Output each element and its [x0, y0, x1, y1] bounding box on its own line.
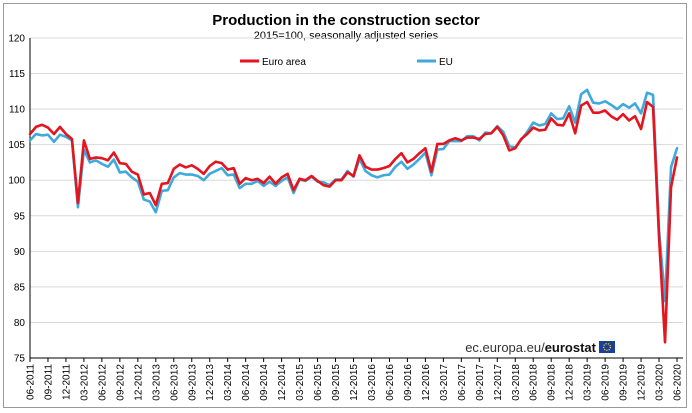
x-tick-label: 09-2018 [547, 364, 558, 401]
x-tick-label: 09-2016 [403, 364, 414, 401]
x-tick-label: 09-2012 [115, 364, 126, 401]
x-tick-label: 12-2016 [421, 364, 432, 401]
x-tick-label: 12-2012 [133, 364, 144, 401]
x-tick-label: 12-2013 [205, 364, 216, 401]
y-tick-label: 110 [9, 105, 25, 116]
x-tick-label: 09-2017 [475, 364, 486, 401]
x-tick-label: 09-2019 [619, 364, 630, 401]
chart-frame [3, 3, 687, 408]
x-tick-label: 12-2019 [637, 364, 648, 401]
legend: Euro area EU [240, 57, 453, 68]
x-tick-label: 06-2012 [97, 364, 108, 401]
x-tick-label: 03-2020 [655, 364, 666, 401]
source-brand: eurostat [545, 340, 597, 355]
chart-subtitle: 2015=100, seasonally adjusted series [254, 30, 439, 42]
series-line-euro-area [28, 100, 679, 344]
x-tick-label: 12-2014 [277, 364, 288, 401]
source-credit: ec.europa.eu/eurostat [465, 340, 615, 355]
legend-label-eu: EU [439, 57, 453, 68]
chart-title: Production in the construction sector [212, 12, 480, 29]
x-tick-label: 03-2018 [511, 364, 522, 401]
series-layer [28, 88, 679, 344]
x-tick-label: 09-2015 [331, 364, 342, 401]
x-tick-label: 03-2017 [439, 364, 450, 401]
y-tick-label: 120 [8, 34, 25, 45]
x-tick-label: 12-2017 [493, 364, 504, 401]
x-tick-label: 06-2018 [529, 364, 540, 401]
y-tick-label: 85 [14, 282, 26, 293]
x-tick-label: 06-2011 [26, 364, 37, 400]
y-tick-label: 90 [14, 247, 26, 258]
x-tick-label: 03-2015 [295, 364, 306, 401]
y-tick-label: 95 [14, 211, 26, 222]
eu-flag-stars-icon [602, 342, 612, 352]
source-prefix: ec.europa.eu/ [465, 340, 545, 355]
y-tick-label: 75 [14, 354, 26, 365]
x-tick-label: 03-2014 [223, 364, 234, 401]
x-tick-label: 12-2018 [565, 364, 576, 401]
x-tick-label: 12-2011 [61, 364, 72, 400]
y-tick-label: 100 [8, 176, 25, 187]
x-tick-label: 06-2019 [601, 364, 612, 401]
x-tick-label: 03-2013 [151, 364, 162, 401]
x-tick-label: 12-2015 [349, 364, 360, 401]
x-tick-label: 06-2020 [673, 364, 684, 401]
y-tick-label: 80 [14, 318, 26, 329]
x-tick-label: 06-2017 [457, 364, 468, 401]
x-tick-label: 06-2015 [313, 364, 324, 401]
x-tick-label: 06-2016 [385, 364, 396, 401]
eu-flag-icon [599, 341, 615, 353]
y-tick-label: 115 [9, 69, 25, 80]
x-tick-label: 09-2013 [187, 364, 198, 401]
series-line-eu [28, 88, 679, 303]
x-tick-label: 06-2013 [169, 364, 180, 401]
y-tick-label: 105 [8, 140, 25, 151]
x-tick-label: 03-2016 [367, 364, 378, 401]
x-tick-label: 06-2014 [241, 364, 252, 401]
x-tick-label: 09-2011 [43, 364, 54, 400]
source-url: ec.europa.eu/eurostat [465, 340, 596, 355]
x-tick-label: 03-2019 [583, 364, 594, 401]
legend-label-euro-area: Euro area [262, 57, 306, 68]
x-tick-label: 03-2012 [79, 364, 90, 401]
x-tick-label: 09-2014 [259, 364, 270, 401]
